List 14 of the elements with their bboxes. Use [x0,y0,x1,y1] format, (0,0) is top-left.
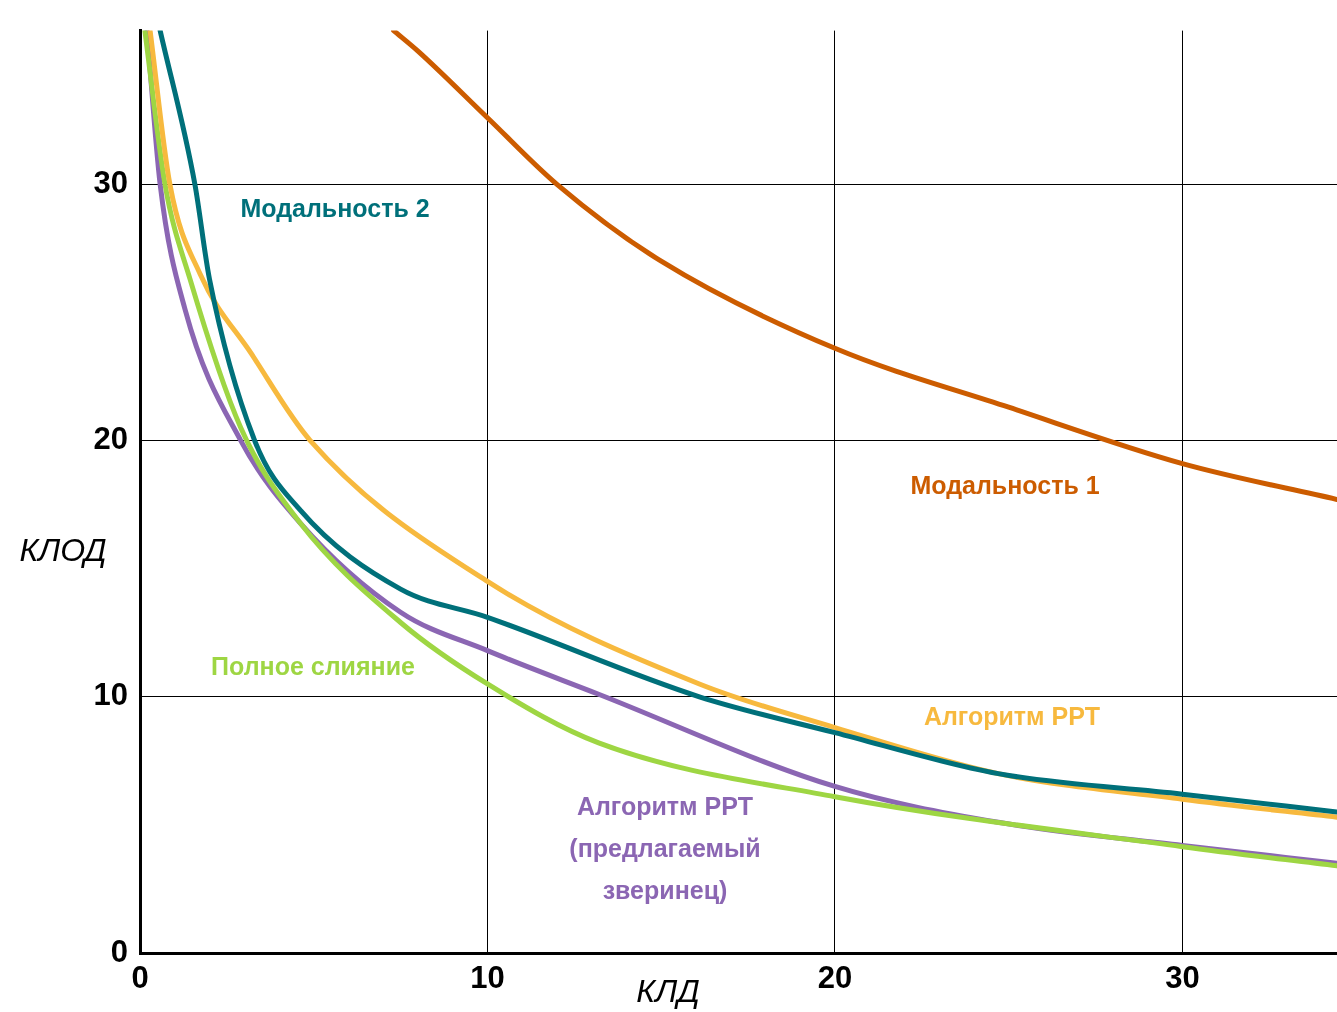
series-label: Алгоритм PPT [923,701,1101,730]
y-tick-label: 0 [110,933,128,969]
x-tick-label: 20 [817,960,853,996]
x-tick-label: 10 [470,960,505,996]
y-tick-label: 20 [93,421,128,457]
series-label: Модальность 2 [240,193,430,222]
y-axis-title: КЛОД [19,531,107,568]
y-tick-label: 30 [93,164,128,200]
series-label: Модальность 1 [910,470,1100,499]
x-axis-title: КЛД [636,972,700,1009]
series-label: Алгоритм PPT (предлагаемый зверинец) [569,791,761,904]
x-tick-label: 30 [1165,960,1200,996]
y-tick-label: 10 [93,677,128,713]
series-label: Полное слияние [211,651,416,680]
